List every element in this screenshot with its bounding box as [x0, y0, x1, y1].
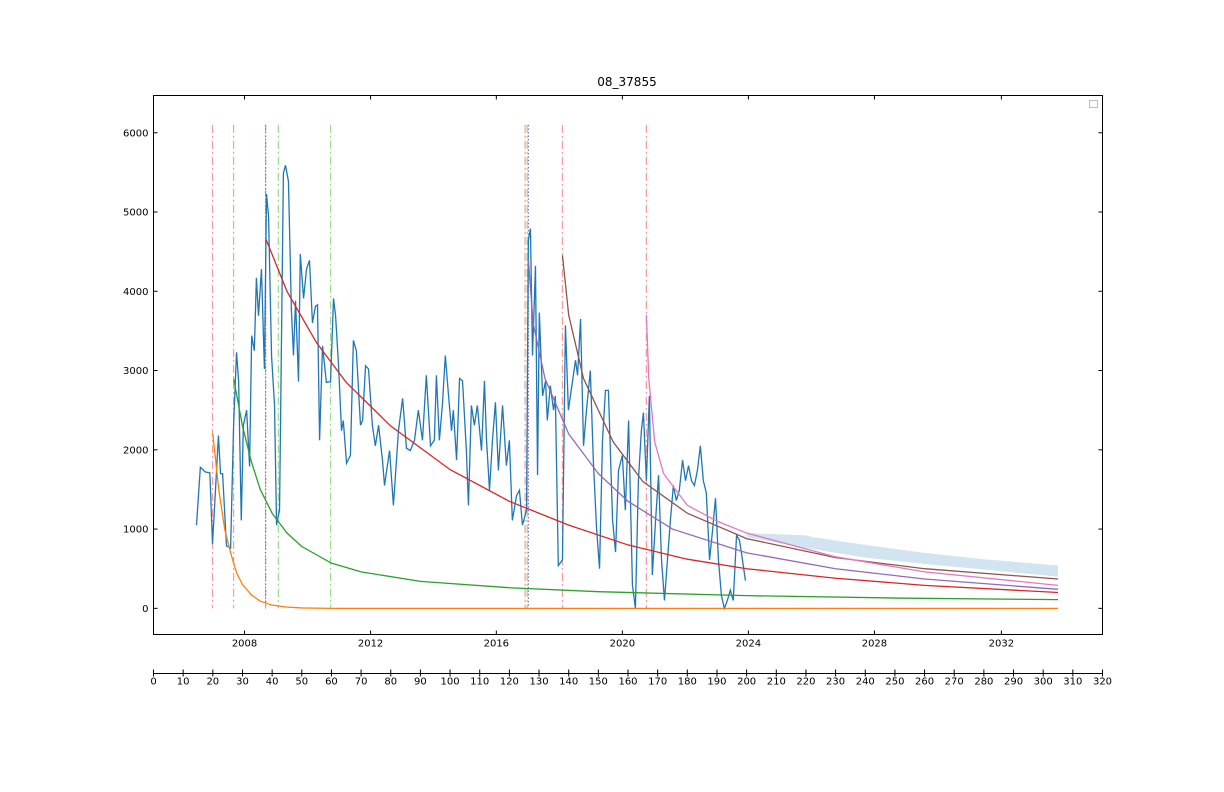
- y-tick-label: 5000: [123, 208, 148, 219]
- x-date-label: 2008: [232, 639, 257, 650]
- index-tick-label: 140: [559, 677, 578, 688]
- y-tick-label: 3000: [123, 366, 148, 377]
- index-tick-label: 40: [266, 677, 279, 688]
- index-tick-label: 300: [1034, 677, 1053, 688]
- plot-area: [153, 95, 1103, 635]
- y-tick-label: 2000: [123, 445, 148, 456]
- index-tick-label: 310: [1063, 677, 1082, 688]
- index-tick-label: 100: [441, 677, 460, 688]
- index-tick-label: 320: [1093, 677, 1112, 688]
- index-tick-label: 200: [737, 677, 756, 688]
- index-tick-label: 120: [500, 677, 519, 688]
- x-date-label: 2012: [358, 639, 383, 650]
- index-tick-label: 0: [150, 677, 156, 688]
- index-tick-label: 190: [707, 677, 726, 688]
- index-tick-label: 260: [915, 677, 934, 688]
- index-tick-label: 110: [470, 677, 489, 688]
- y-tick-label: 4000: [123, 287, 148, 298]
- x-date-label: 2016: [484, 639, 509, 650]
- index-tick-label: 60: [325, 677, 338, 688]
- index-tick-label: 90: [414, 677, 427, 688]
- index-tick-label: 220: [796, 677, 815, 688]
- index-tick-label: 130: [529, 677, 548, 688]
- series-line: [232, 378, 1059, 601]
- plot-frame: [153, 95, 1103, 635]
- index-tick-label: 30: [236, 677, 249, 688]
- y-tick-label: 1000: [123, 525, 148, 536]
- index-tick-label: 180: [678, 677, 697, 688]
- x-date-label: 2024: [736, 639, 761, 650]
- x-date-label: 2028: [862, 639, 887, 650]
- index-tick-label: 160: [618, 677, 637, 688]
- chart-title: 08_37855: [597, 75, 656, 89]
- series-line: [561, 255, 1059, 580]
- index-tick-label: 50: [295, 677, 308, 688]
- index-tick-label: 150: [589, 677, 608, 688]
- index-tick-label: 250: [885, 677, 904, 688]
- index-tick-label: 70: [355, 677, 368, 688]
- index-tick-label: 10: [177, 677, 190, 688]
- index-tick-label: 80: [384, 677, 397, 688]
- index-tick-label: 270: [945, 677, 964, 688]
- index-tick-label: 170: [648, 677, 667, 688]
- index-tick-label: 290: [1004, 677, 1023, 688]
- y-tick-label: 6000: [123, 128, 148, 139]
- series-line: [195, 165, 747, 611]
- y-tick-label: 0: [142, 604, 148, 615]
- legend: [1089, 100, 1098, 108]
- index-tick-label: 20: [206, 677, 219, 688]
- confidence-band: [746, 533, 1059, 577]
- series-line: [645, 315, 1059, 587]
- index-tick-label: 280: [974, 677, 993, 688]
- x-date-label: 2032: [989, 639, 1014, 650]
- x-date-label: 2020: [610, 639, 635, 650]
- series-line: [527, 259, 1059, 590]
- series-line: [212, 433, 1059, 609]
- series-line: [265, 239, 1059, 594]
- index-tick-label: 230: [826, 677, 845, 688]
- index-tick-label: 240: [856, 677, 875, 688]
- index-tick-label: 210: [767, 677, 786, 688]
